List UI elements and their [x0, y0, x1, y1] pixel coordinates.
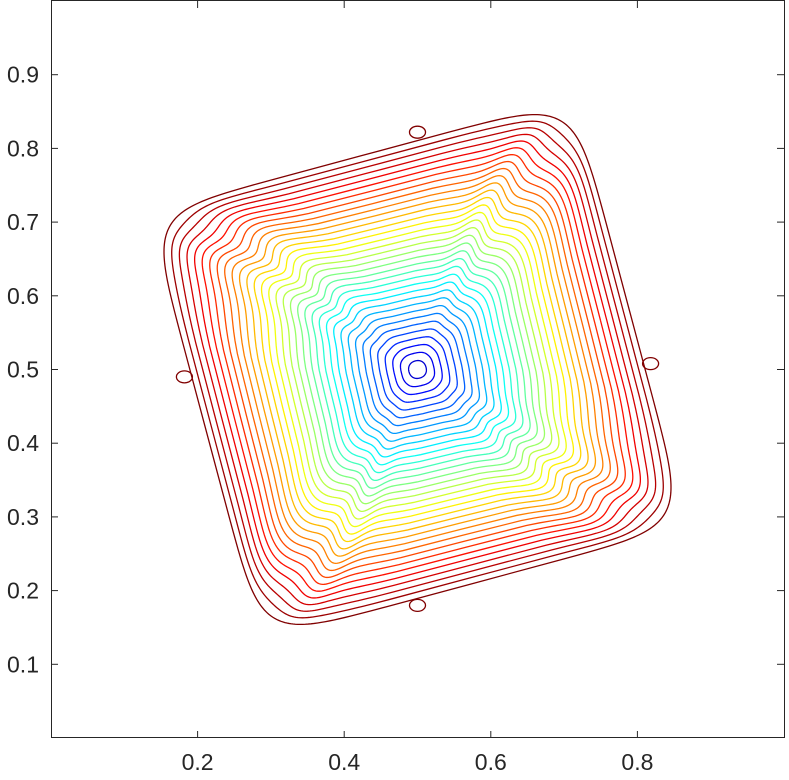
contour-island-1 — [408, 125, 427, 139]
contour-level-19 — [275, 219, 560, 520]
contour-level-10 — [340, 289, 495, 450]
plot-background — [51, 0, 784, 738]
contour-level-18 — [282, 226, 553, 513]
contour-island-4 — [408, 598, 427, 612]
y-tick-label: 0.3 — [7, 504, 39, 530]
y-tick-label: 0.1 — [7, 651, 39, 677]
y-tick-label: 0.2 — [7, 578, 39, 604]
x-tick-label: 0.4 — [328, 749, 360, 775]
contour-level-31 — [186, 133, 649, 606]
x-tick-label: 0.8 — [621, 749, 653, 775]
contour-level-25 — [231, 175, 604, 564]
y-tick-label: 0.5 — [7, 357, 39, 383]
contour-level-28 — [209, 153, 626, 586]
contour-level-4 — [384, 336, 451, 403]
contour-level-7 — [362, 312, 473, 427]
contour-level-6 — [369, 320, 466, 419]
contour-level-24 — [238, 182, 597, 557]
contour-level-21 — [260, 204, 575, 535]
contour-island-2 — [175, 370, 194, 384]
contour-level-23 — [246, 189, 589, 550]
y-tick-label: 0.9 — [7, 62, 39, 88]
x-tick-label: 0.2 — [182, 749, 214, 775]
y-tick-label: 0.4 — [7, 430, 39, 456]
contour-level-17 — [289, 234, 546, 505]
contour-level-32 — [178, 127, 657, 612]
y-tick-label: 0.7 — [7, 209, 39, 235]
contour-level-14 — [311, 257, 524, 482]
contour-level-13 — [318, 265, 517, 474]
contour-level-33 — [171, 120, 664, 619]
y-axis-ticks: 0.1 0.2 0.3 0.4 0.5 0.6 0.7 0.8 0.9 — [7, 62, 784, 677]
contour-level-5 — [377, 328, 458, 411]
contour-level-30 — [193, 140, 642, 599]
contour-level-29 — [201, 147, 634, 592]
y-tick-label: 0.8 — [7, 135, 39, 161]
y-tick-label: 0.6 — [7, 283, 39, 309]
contour-level-20 — [268, 211, 567, 528]
x-axis-ticks: 0.2 0.4 0.6 0.8 — [182, 1, 653, 775]
contour-lines — [163, 113, 672, 626]
contour-level-9 — [347, 297, 488, 442]
contour-level-3 — [392, 343, 443, 396]
contour-level-22 — [253, 196, 582, 543]
contour-level-2 — [399, 351, 436, 388]
contour-level-16 — [297, 242, 538, 497]
contour-level-11 — [333, 281, 502, 458]
contour-level-26 — [224, 167, 611, 572]
contour-level-8 — [354, 304, 481, 435]
contour-level-12 — [325, 273, 510, 466]
contour-level-1 — [407, 359, 428, 380]
contour-islands — [175, 125, 660, 612]
contour-level-15 — [304, 250, 531, 489]
x-tick-label: 0.6 — [475, 749, 507, 775]
contour-level-27 — [216, 160, 619, 579]
contour-island-3 — [641, 356, 660, 371]
contour-level-34 — [163, 113, 672, 626]
